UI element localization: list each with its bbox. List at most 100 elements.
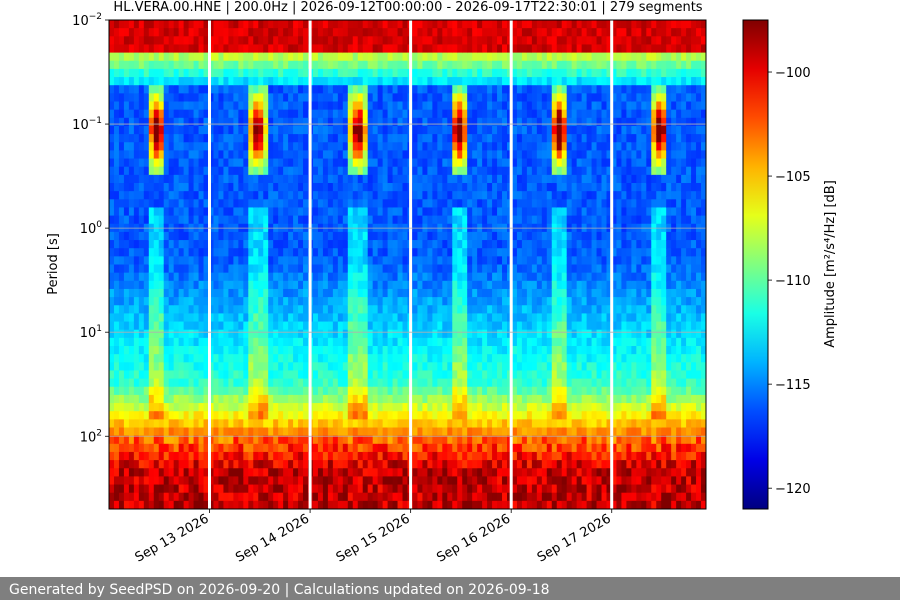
heatmap-cell bbox=[492, 297, 498, 306]
heatmap-cell bbox=[492, 44, 498, 54]
heatmap-cell bbox=[352, 370, 359, 380]
heatmap-cell bbox=[362, 264, 369, 274]
heatmap-cell bbox=[342, 484, 349, 494]
heatmap-cell bbox=[482, 451, 488, 461]
heatmap-cell bbox=[397, 280, 404, 290]
heatmap-cell bbox=[467, 44, 473, 54]
heatmap-cell bbox=[273, 272, 279, 282]
heatmap-cell bbox=[392, 28, 399, 37]
heatmap-cell bbox=[238, 68, 244, 78]
heatmap-cell bbox=[109, 174, 115, 184]
heatmap-cell bbox=[138, 134, 145, 143]
heatmap-cell bbox=[123, 174, 130, 184]
heatmap-cell bbox=[342, 68, 349, 78]
heatmap-cell bbox=[387, 492, 394, 502]
heatmap-cell bbox=[109, 476, 115, 486]
heatmap-cell bbox=[462, 354, 468, 363]
heatmap-cell bbox=[288, 370, 294, 380]
heatmap-cell bbox=[417, 394, 424, 404]
heatmap-cell bbox=[511, 443, 518, 453]
heatmap-cell bbox=[412, 240, 419, 249]
heatmap-cell bbox=[303, 264, 309, 274]
heatmap-cell bbox=[467, 435, 473, 445]
heatmap-cell bbox=[342, 109, 349, 119]
heatmap-cell bbox=[273, 403, 279, 412]
heatmap-cell bbox=[377, 109, 384, 119]
heatmap-cell bbox=[472, 28, 478, 37]
heatmap-cell bbox=[392, 362, 399, 372]
heatmap-cell bbox=[477, 443, 483, 453]
heatmap-cell bbox=[203, 248, 210, 257]
heatmap-cell bbox=[223, 60, 229, 70]
heatmap-cell bbox=[248, 215, 254, 225]
heatmap-cell bbox=[447, 484, 453, 494]
heatmap-cell bbox=[327, 199, 334, 209]
heatmap-cell bbox=[422, 101, 428, 111]
heatmap-cell bbox=[113, 174, 120, 184]
heatmap-cell bbox=[457, 68, 463, 78]
heatmap-cell bbox=[178, 394, 185, 404]
heatmap-cell bbox=[263, 362, 269, 372]
heatmap-cell bbox=[288, 419, 294, 429]
heatmap-cell bbox=[347, 386, 354, 396]
heatmap-cell bbox=[332, 101, 339, 111]
heatmap-cell bbox=[417, 44, 424, 54]
heatmap-cell bbox=[452, 68, 458, 78]
heatmap-cell bbox=[372, 158, 379, 168]
heatmap-cell bbox=[143, 20, 150, 29]
heatmap-cell bbox=[327, 183, 334, 192]
heatmap-cell bbox=[362, 28, 369, 37]
heatmap-cell bbox=[447, 60, 453, 70]
heatmap-cell bbox=[337, 117, 344, 127]
heatmap-cell bbox=[168, 207, 175, 217]
heatmap-cell bbox=[497, 60, 503, 70]
heatmap-cell bbox=[243, 231, 249, 241]
heatmap-cell bbox=[193, 484, 200, 494]
heatmap-cell bbox=[367, 346, 374, 355]
heatmap-cell bbox=[472, 272, 478, 282]
heatmap-cell bbox=[402, 93, 409, 103]
heatmap-cell bbox=[367, 354, 374, 363]
heatmap-cell bbox=[317, 354, 324, 363]
heatmap-cell bbox=[462, 77, 468, 86]
heatmap-cell bbox=[188, 231, 195, 241]
heatmap-cell bbox=[283, 435, 289, 445]
heatmap-cell bbox=[442, 272, 448, 282]
heatmap-cell bbox=[258, 256, 264, 266]
heatmap-cell bbox=[317, 468, 324, 477]
heatmap-cell bbox=[163, 427, 170, 437]
heatmap-cell bbox=[183, 264, 190, 274]
heatmap-cell bbox=[322, 248, 329, 257]
heatmap-cell bbox=[268, 183, 274, 192]
heatmap-cell bbox=[467, 427, 473, 437]
heatmap-cell bbox=[178, 28, 185, 37]
heatmap-cell bbox=[283, 240, 289, 249]
heatmap-cell bbox=[298, 297, 304, 306]
heatmap-cell bbox=[298, 370, 304, 380]
heatmap-cell bbox=[293, 68, 299, 78]
heatmap-cell bbox=[168, 142, 175, 151]
heatmap-cell bbox=[158, 492, 165, 502]
heatmap-cell bbox=[163, 109, 170, 119]
heatmap-cell bbox=[118, 394, 125, 404]
heatmap-cell bbox=[437, 52, 443, 62]
heatmap-cell bbox=[317, 77, 324, 86]
heatmap-cell bbox=[109, 215, 115, 225]
heatmap-cell bbox=[288, 68, 294, 78]
heatmap-cell bbox=[521, 28, 528, 37]
heatmap-cell bbox=[367, 492, 374, 502]
heatmap-cell bbox=[193, 288, 200, 298]
heatmap-cell bbox=[467, 158, 473, 168]
heatmap-cell bbox=[417, 215, 424, 225]
heatmap-cell bbox=[392, 52, 399, 62]
heatmap-cell bbox=[482, 174, 488, 184]
heatmap-cell bbox=[183, 443, 190, 453]
heatmap-cell bbox=[178, 215, 185, 225]
heatmap-cell bbox=[372, 109, 379, 119]
heatmap-cell bbox=[347, 354, 354, 363]
heatmap-cell bbox=[273, 280, 279, 290]
heatmap-cell bbox=[238, 468, 244, 477]
heatmap-cell bbox=[487, 68, 493, 78]
heatmap-cell bbox=[298, 77, 304, 86]
heatmap-cell bbox=[278, 272, 284, 282]
